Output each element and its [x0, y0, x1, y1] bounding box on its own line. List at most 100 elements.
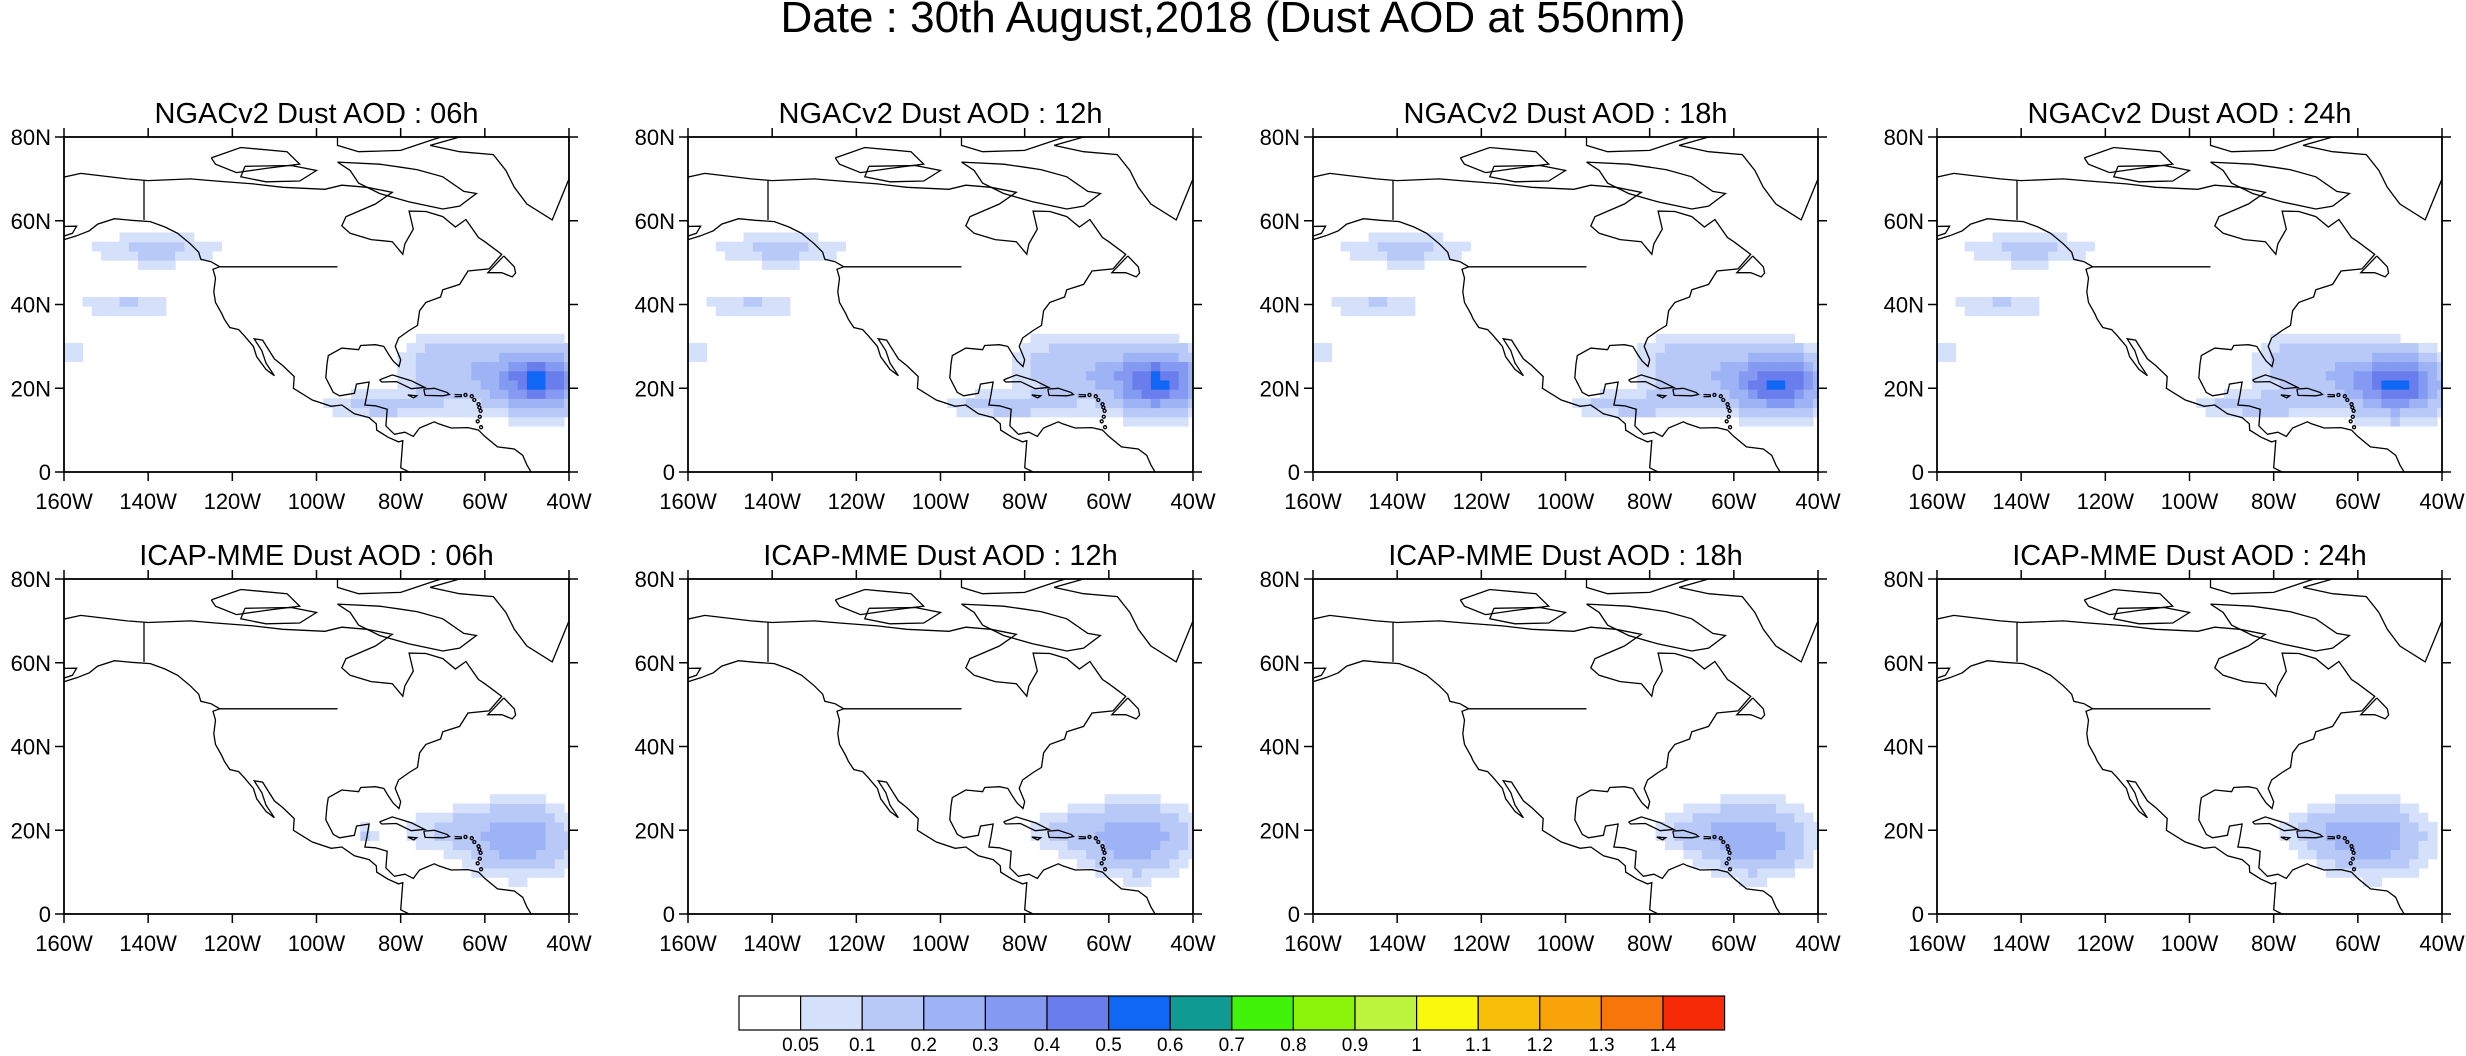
lat-tick-label: 0 [39, 460, 51, 485]
lon-tick-label: 160W [1908, 931, 1966, 956]
panel-title: ICAP-MME Dust AOD : 12h [763, 540, 1118, 572]
lat-tick-label: 80N [635, 567, 675, 592]
colorbar-box [861, 995, 925, 1031]
coastlines [1313, 579, 1818, 914]
lon-tick-label: 100W [2161, 931, 2219, 956]
lat-tick-label: 80N [635, 125, 675, 150]
lat-tick-label: 60N [1260, 209, 1300, 234]
colorbar-label: 0.9 [1342, 1035, 1368, 1056]
aod-field [64, 232, 569, 427]
colorbar-box [1046, 995, 1110, 1031]
lon-tick-label: 120W [204, 489, 262, 514]
map-panel: ICAP-MME Dust AOD : 06h 80N 60N 40N 20N 0 160W… [11, 540, 592, 956]
colorbar-label: 1.4 [1650, 1035, 1677, 1056]
lon-tick-label: 160W [35, 489, 93, 514]
colorbar-label: 1.3 [1588, 1035, 1614, 1056]
figure-title: Date : 30th August,2018 (Dust AOD at 550… [781, 0, 1686, 42]
lon-tick-label: 80W [378, 931, 423, 956]
lon-tick-label: 140W [743, 489, 801, 514]
colorbar-box [1107, 995, 1171, 1031]
lon-tick-label: 40W [546, 489, 591, 514]
lon-tick-label: 100W [288, 489, 346, 514]
lon-tick-label: 100W [2161, 489, 2219, 514]
panel-title: ICAP-MME Dust AOD : 06h [139, 540, 494, 572]
colorbar-label: 0.7 [1219, 1035, 1245, 1056]
lat-tick-label: 60N [11, 651, 51, 676]
lat-tick-label: 0 [1288, 460, 1300, 485]
colorbar-label: 0.05 [782, 1035, 819, 1056]
lon-tick-label: 60W [1711, 489, 1756, 514]
lat-tick-label: 40N [635, 293, 675, 318]
coastlines [64, 137, 569, 472]
lon-tick-label: 140W [1368, 931, 1426, 956]
lat-tick-label: 40N [1260, 735, 1300, 760]
lon-tick-label: 100W [1537, 931, 1595, 956]
colorbar-label: 1.1 [1465, 1035, 1491, 1056]
coastlines [688, 579, 1193, 914]
lat-tick-label: 0 [1288, 902, 1300, 927]
lon-tick-label: 100W [912, 489, 970, 514]
lat-tick-label: 0 [663, 460, 675, 485]
colorbar-box [1415, 995, 1479, 1031]
lon-tick-label: 40W [2419, 931, 2464, 956]
aod-field [360, 794, 569, 887]
map-panel: ICAP-MME Dust AOD : 18h 80N 60N 40N 20N 0 160W… [1260, 540, 1841, 956]
panel-title: NGACv2 Dust AOD : 12h [779, 98, 1103, 130]
panel-title: NGACv2 Dust AOD : 06h [155, 98, 479, 130]
colorbar-box [1600, 995, 1664, 1031]
lon-tick-label: 160W [659, 931, 717, 956]
lon-tick-label: 60W [1711, 931, 1756, 956]
colorbar-box [1169, 995, 1233, 1031]
lon-tick-label: 160W [1908, 489, 1966, 514]
lon-tick-label: 60W [1086, 931, 1131, 956]
lon-tick-label: 60W [1086, 489, 1131, 514]
lat-tick-label: 80N [1260, 567, 1300, 592]
lat-tick-label: 40N [1260, 293, 1300, 318]
colorbar-box [738, 995, 802, 1031]
lat-tick-label: 20N [635, 818, 675, 843]
map-panel: ICAP-MME Dust AOD : 24h 80N 60N 40N 20N 0 160W… [1884, 540, 2465, 956]
lat-tick-label: 40N [635, 735, 675, 760]
lon-tick-label: 120W [1453, 489, 1511, 514]
colorbar-label: 0.5 [1095, 1035, 1121, 1056]
lat-tick-label: 20N [11, 376, 51, 401]
lat-tick-label: 60N [1884, 209, 1924, 234]
lon-tick-label: 120W [1453, 931, 1511, 956]
coastlines [1313, 137, 1818, 472]
lat-tick-label: 0 [39, 902, 51, 927]
colorbar-label: 0.1 [849, 1035, 875, 1056]
lat-tick-label: 40N [1884, 293, 1924, 318]
lon-tick-label: 40W [546, 931, 591, 956]
lat-tick-label: 80N [1884, 567, 1924, 592]
lat-tick-label: 40N [1884, 735, 1924, 760]
colorbar-box [1354, 995, 1418, 1031]
aod-field [2279, 794, 2438, 887]
lat-tick-label: 60N [635, 651, 675, 676]
colorbar-box [923, 995, 986, 1031]
colorbar-legend: 0.05 0.1 0.2 0.3 0.4 0.5 0.6 0.7 0.8 0.9 1 1.1 1.2 1.… [738, 995, 1726, 1056]
aod-field [1030, 794, 1193, 887]
lon-tick-label: 140W [1368, 489, 1426, 514]
lon-tick-label: 60W [462, 931, 507, 956]
lon-tick-label: 160W [1284, 489, 1342, 514]
panel-title: ICAP-MME Dust AOD : 24h [2012, 540, 2367, 572]
lat-tick-label: 20N [1884, 376, 1924, 401]
panel-title: ICAP-MME Dust AOD : 18h [1388, 540, 1743, 572]
lat-tick-label: 80N [11, 567, 51, 592]
colorbar-box [984, 995, 1048, 1031]
lat-tick-label: 0 [663, 902, 675, 927]
lon-tick-label: 60W [2335, 931, 2380, 956]
aod-field [1937, 232, 2442, 427]
lat-tick-label: 40N [11, 735, 51, 760]
lon-tick-label: 100W [288, 931, 346, 956]
lon-tick-label: 160W [659, 489, 717, 514]
lon-tick-label: 80W [1002, 489, 1047, 514]
map-panel: NGACv2 Dust AOD : 12h 80N 60N 40N 20N 0 160W 14… [635, 98, 1216, 514]
lat-tick-label: 80N [1884, 125, 1924, 150]
colorbar-label: 0.8 [1280, 1035, 1306, 1056]
lon-tick-label: 120W [2077, 489, 2135, 514]
aod-field [1655, 794, 1818, 887]
lat-tick-label: 20N [1260, 818, 1300, 843]
lon-tick-label: 80W [2251, 489, 2296, 514]
